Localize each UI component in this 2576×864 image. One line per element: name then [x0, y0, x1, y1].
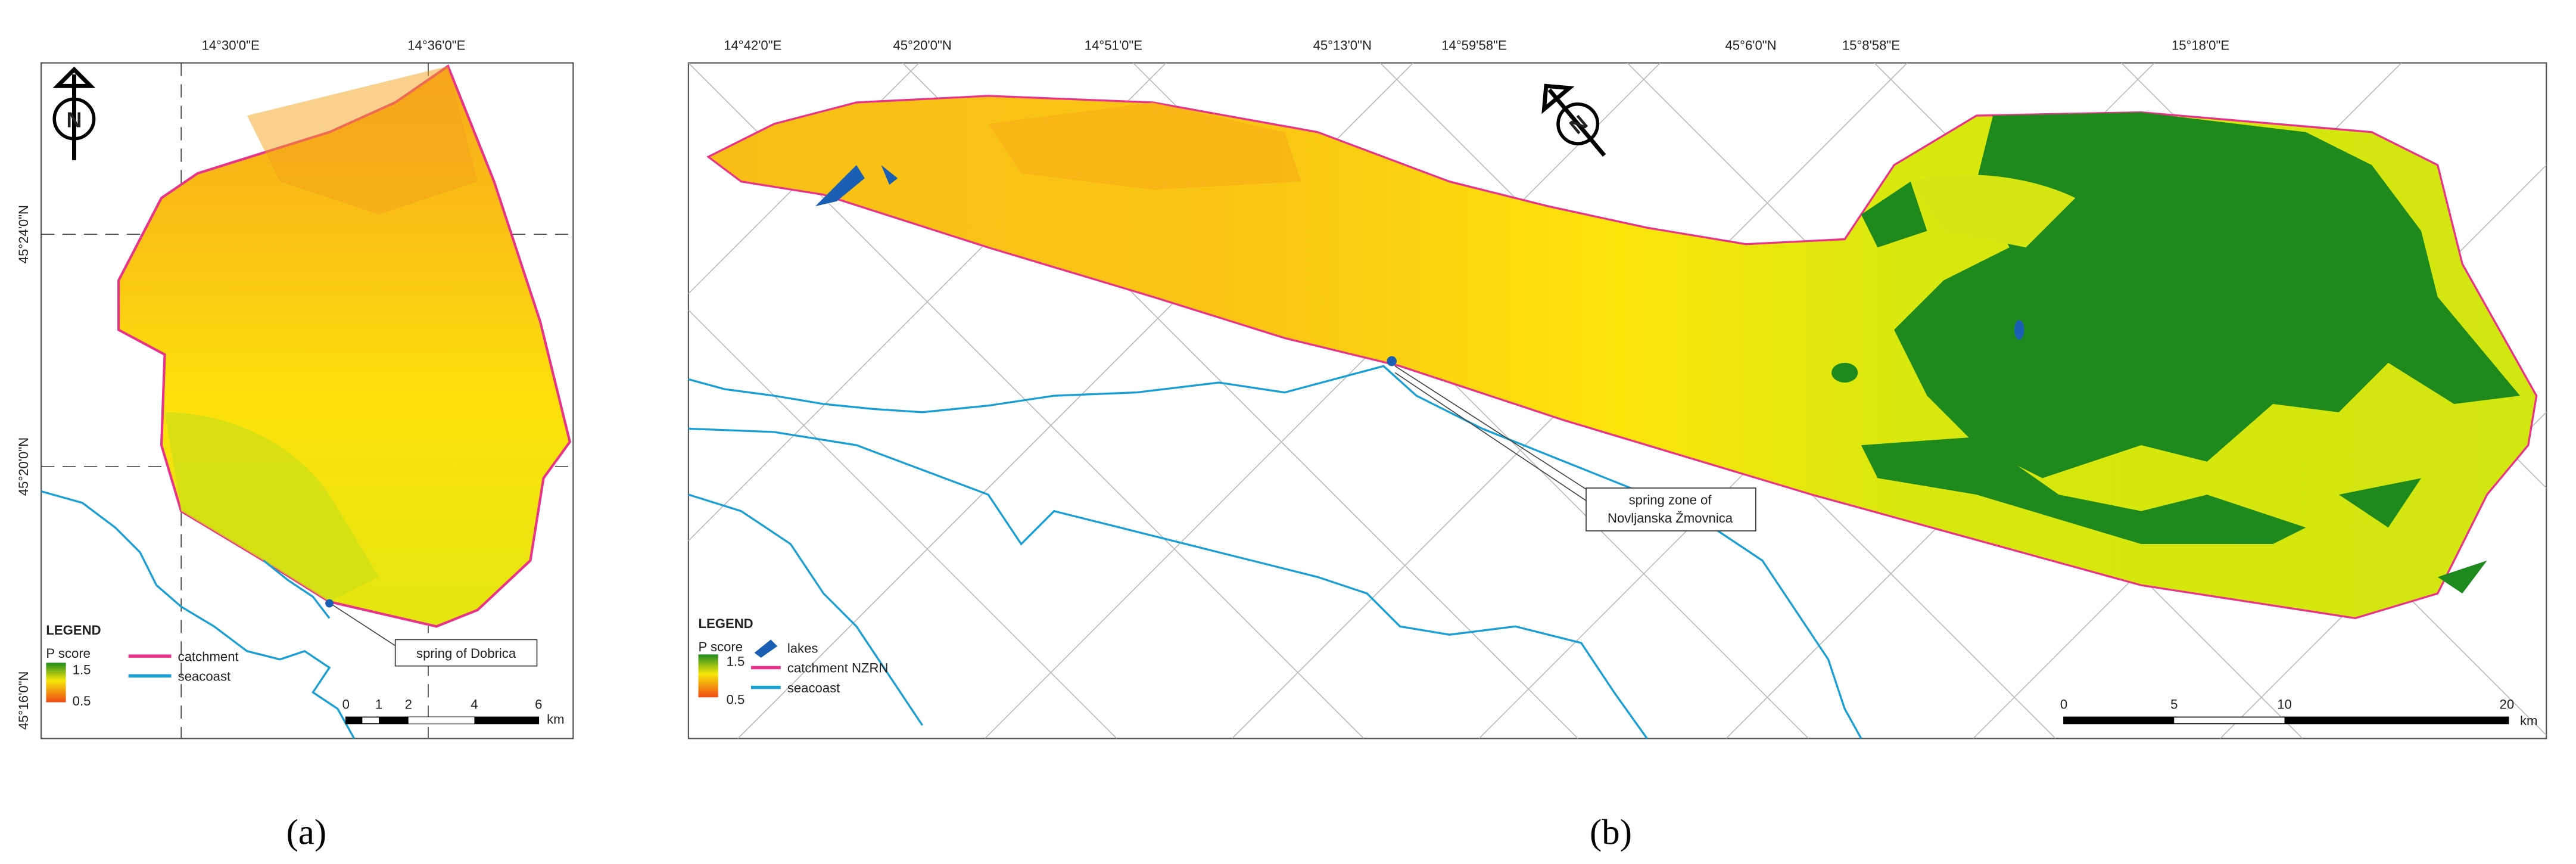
legend-title: LEGEND	[699, 616, 753, 631]
annotation-box	[1586, 487, 1756, 532]
north-arrow: N	[1541, 83, 1606, 157]
spring	[325, 599, 334, 608]
scale-label: 0	[2060, 697, 2067, 712]
p-score-zone	[164, 412, 379, 602]
legend-label: P score	[46, 646, 91, 661]
seacoast	[263, 560, 331, 619]
legend-colorbar	[46, 663, 66, 703]
legend-label: 1.5	[73, 663, 91, 677]
legend-label: seacoast	[787, 680, 840, 695]
latitude-label: 45°24'0"N	[16, 205, 31, 263]
scale-label: 10	[2277, 697, 2292, 712]
scale-label: 5	[2170, 697, 2178, 712]
scale-label: 1	[375, 697, 382, 712]
coordinate-label: 14°59'58"E	[1441, 38, 1506, 52]
scale-label: 6	[535, 697, 542, 712]
coordinate-label: 14°42'0"E	[724, 38, 781, 52]
annotation: Novljanska Žmovnica	[1608, 511, 1733, 526]
coordinate-label: 45°6'0"N	[1725, 38, 1777, 52]
caption: (b)	[1590, 812, 1632, 852]
longitude-label: 14°36'0"E	[407, 38, 465, 52]
p-score-zone	[988, 102, 1301, 190]
legend-label: 1.5	[727, 654, 745, 669]
legend-label: 0.5	[727, 692, 745, 707]
seacoast	[688, 427, 1648, 739]
longitude-label: 14°30'0"E	[202, 38, 260, 52]
map-frame	[41, 62, 574, 739]
seacoast	[688, 365, 1862, 739]
caption: (a)	[286, 812, 327, 852]
legend-label: seacoast	[178, 669, 231, 684]
leader-line	[332, 604, 399, 648]
legend-label: lakes	[787, 641, 818, 656]
p-score-zone	[1910, 175, 2076, 248]
spring	[1387, 356, 1397, 366]
scale-label: 4	[471, 697, 478, 712]
coordinate-label: 15°8'58"E	[1842, 38, 1900, 52]
north-arrow: N	[52, 66, 96, 160]
legend-swatch	[754, 639, 778, 658]
scale-bar	[345, 716, 540, 725]
legend-label: catchment	[178, 649, 239, 664]
seacoast	[41, 490, 355, 739]
scale-unit: km	[547, 711, 564, 726]
scale-unit: km	[2520, 713, 2537, 728]
annotation: spring of Dobrica	[416, 646, 516, 661]
p-score-zone	[247, 66, 478, 215]
map-frame	[687, 62, 2547, 739]
legend-title: LEGEND	[46, 623, 101, 638]
scale-bar	[2063, 716, 2509, 725]
latitude-label: 45°16'0"N	[16, 672, 31, 730]
leader-line	[1394, 365, 1590, 492]
leader-line	[1394, 372, 1590, 504]
scale-label: 0	[342, 697, 350, 712]
seacoast	[688, 493, 923, 726]
legend-colorbar	[698, 654, 718, 698]
coordinate-label: 14°51'0"E	[1085, 38, 1142, 52]
coordinate-label: 45°13'0"N	[1313, 38, 1372, 52]
scale-label: 20	[2500, 697, 2515, 712]
north-label: N	[66, 107, 82, 132]
latitude-label: 45°20'0"N	[16, 437, 31, 496]
scale-label: 2	[405, 697, 412, 712]
annotation-box	[394, 639, 538, 667]
coordinate-label: 45°20'0"N	[893, 38, 951, 52]
legend-label: P score	[699, 639, 743, 654]
legend-label: 0.5	[73, 694, 91, 708]
legend-label: catchment NZRN	[787, 661, 889, 676]
lake	[815, 165, 2024, 340]
coordinate-label: 15°18'0"E	[2172, 38, 2229, 52]
annotation: spring zone of	[1629, 493, 1712, 508]
